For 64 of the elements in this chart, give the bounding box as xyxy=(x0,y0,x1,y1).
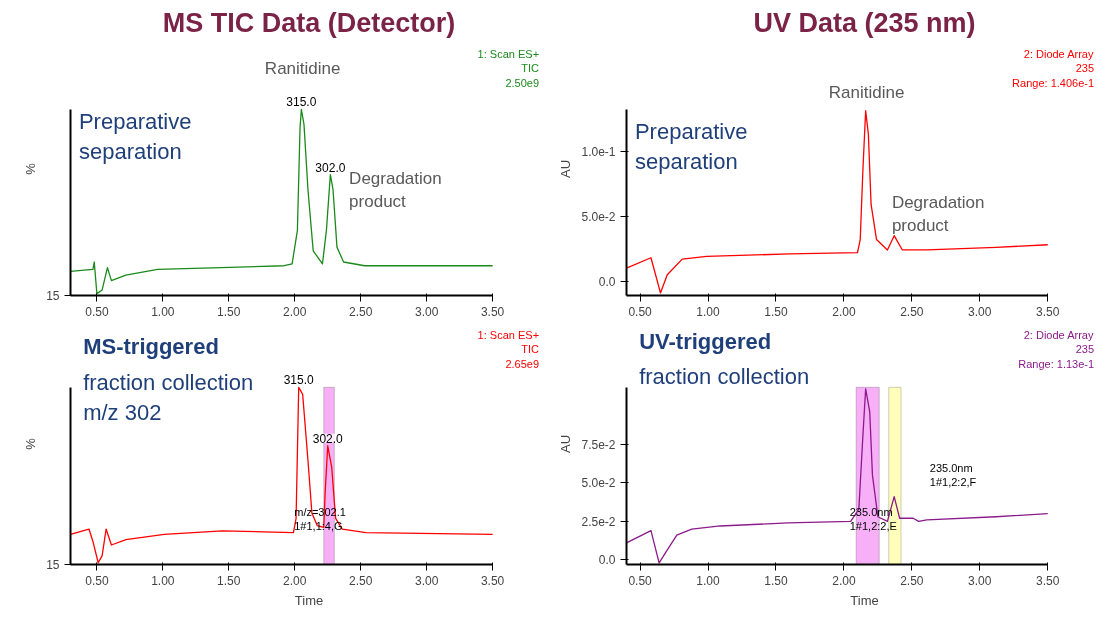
y-axis-title: % xyxy=(23,437,39,450)
chart-title: MS TIC Data (Detector) xyxy=(162,7,456,38)
annotation: 235.0nm 1#1,2:2,F xyxy=(929,461,977,489)
x-tick-label: 0.50 xyxy=(85,573,109,588)
x-tick-label: 3.50 xyxy=(1036,573,1060,588)
x-tick-label: 1.00 xyxy=(696,573,721,588)
x-tick-label: 1.00 xyxy=(151,304,175,319)
y-tick-label: 1.0e-1 xyxy=(581,144,616,159)
y-axis-title: AU xyxy=(558,434,574,454)
annotation: Degradation product xyxy=(891,193,985,235)
x-tick-label: 0.50 xyxy=(85,304,109,319)
y-tick-label: 5.0e-2 xyxy=(581,476,616,491)
annotation: Preparative separation xyxy=(634,118,748,174)
y-axis-title: AU xyxy=(558,159,574,179)
annotation: fraction collection xyxy=(639,364,810,390)
x-tick-label: 2.50 xyxy=(349,304,373,319)
annotation: 315.0 xyxy=(283,373,315,388)
x-axis-title: Time xyxy=(294,592,324,608)
text: 2: Diode Array 235 Range: 1.13e-1 xyxy=(1018,328,1095,370)
x-tick-label: 3.00 xyxy=(968,304,992,319)
text: UV-triggered xyxy=(639,328,772,354)
text: 2: Diode Array 235 Range: 1.406e-1 xyxy=(1012,48,1095,89)
x-tick-label: 1.00 xyxy=(696,304,721,319)
x-tick-label: 3.50 xyxy=(480,573,505,588)
x-tick-label: 0.50 xyxy=(628,573,653,588)
x-tick-label: 2.50 xyxy=(349,573,373,588)
x-tick-label: 1.50 xyxy=(764,304,788,319)
x-tick-label: 1.50 xyxy=(217,573,241,588)
text: 15 xyxy=(46,289,60,303)
x-axis-title: Time xyxy=(850,592,879,608)
x-tick-label: 2.50 xyxy=(900,573,924,588)
annotation: Preparative separation xyxy=(78,109,192,165)
y-tick-label: 5.0e-2 xyxy=(581,209,616,224)
x-tick-label: 3.50 xyxy=(480,304,505,319)
text: MS-triggered xyxy=(83,334,219,360)
y-tick-label: 7.5e-2 xyxy=(581,437,616,452)
y-tick-label: 0.0 xyxy=(598,274,616,289)
x-tick-label: 0.50 xyxy=(628,304,653,319)
x-tick-label: 2.00 xyxy=(283,304,307,319)
x-tick-label: 3.00 xyxy=(414,573,439,588)
y-tick-label: 0.0 xyxy=(598,553,616,568)
x-tick-label: 2.00 xyxy=(832,573,856,588)
x-tick-label: 3.00 xyxy=(968,573,992,588)
x-tick-label: 2.00 xyxy=(283,573,307,588)
text: Ranitidine xyxy=(264,58,341,78)
text: Ranitidine xyxy=(828,83,905,103)
annotation: fraction collection m/z 302 xyxy=(83,369,254,425)
x-tick-label: 2.50 xyxy=(900,304,924,319)
chart-title: UV Data (235 nm) xyxy=(753,7,976,38)
x-tick-label: 2.00 xyxy=(832,304,856,319)
annotation: Degradation product xyxy=(349,169,442,211)
x-tick-label: 3.50 xyxy=(1036,304,1060,319)
y-axis-title: % xyxy=(23,162,39,175)
annotation: 315.0 xyxy=(286,95,317,110)
x-tick-label: 1.50 xyxy=(217,304,241,319)
text: 1: Scan ES+ TIC 2.65e9 xyxy=(477,328,540,370)
text: 1: Scan ES+ TIC 2.50e9 xyxy=(477,48,540,89)
text: 15 xyxy=(46,558,60,572)
annotation: 302.0 xyxy=(312,431,344,446)
y-tick-label: 2.5e-2 xyxy=(581,514,616,529)
annotation: 302.0 xyxy=(315,160,346,175)
x-tick-label: 1.00 xyxy=(151,573,175,588)
x-tick-label: 1.50 xyxy=(764,573,788,588)
x-tick-label: 3.00 xyxy=(414,304,439,319)
